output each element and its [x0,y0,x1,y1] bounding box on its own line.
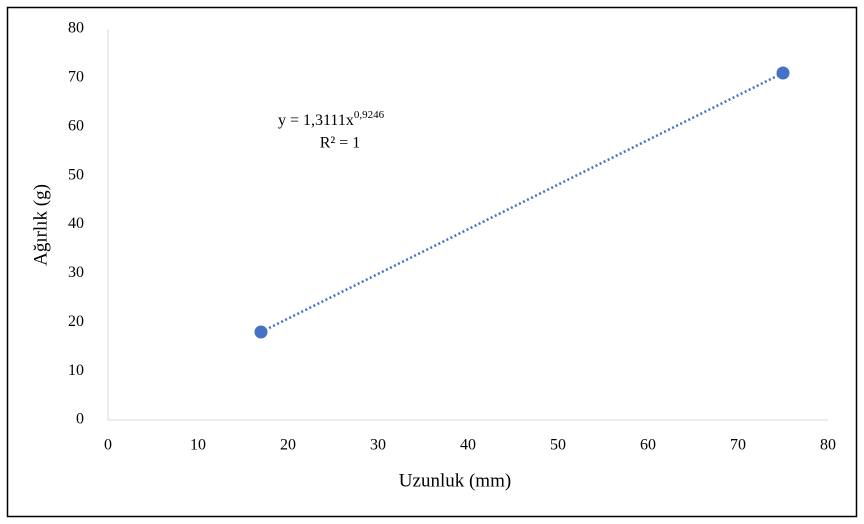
x-tick-label: 10 [190,437,206,454]
y-tick-label: 50 [68,166,84,183]
chart-frame [6,6,858,518]
x-tick-label: 50 [550,437,566,454]
x-tick-label: 60 [640,437,656,454]
y-tick-label: 20 [68,313,84,330]
x-tick-label: 20 [280,437,296,454]
y-tick-label: 80 [68,20,84,37]
y-axis-label: Ağırlık (g) [30,184,51,266]
y-tick-label: 40 [68,215,84,232]
y-tick-label: 60 [68,117,84,134]
x-axis-label: Uzunluk (mm) [399,470,511,491]
equation-base: y = 1,3111x [278,112,354,129]
data-point [776,66,790,80]
y-tick-label: 10 [68,362,84,379]
r-squared: R² = 1 [320,135,361,152]
x-tick-label: 0 [104,437,112,454]
equation-exponent: 0,9246 [354,109,385,121]
x-tick-label: 70 [730,437,746,454]
y-tick-label: 30 [68,264,84,281]
equation: y = 1,3111x0,9246 [278,109,385,129]
y-tick-label: 0 [76,411,84,428]
data-point [254,325,268,339]
x-tick-label: 40 [460,437,476,454]
x-tick-label: 30 [370,437,386,454]
x-tick-label: 80 [820,437,836,454]
y-tick-label: 70 [68,69,84,86]
